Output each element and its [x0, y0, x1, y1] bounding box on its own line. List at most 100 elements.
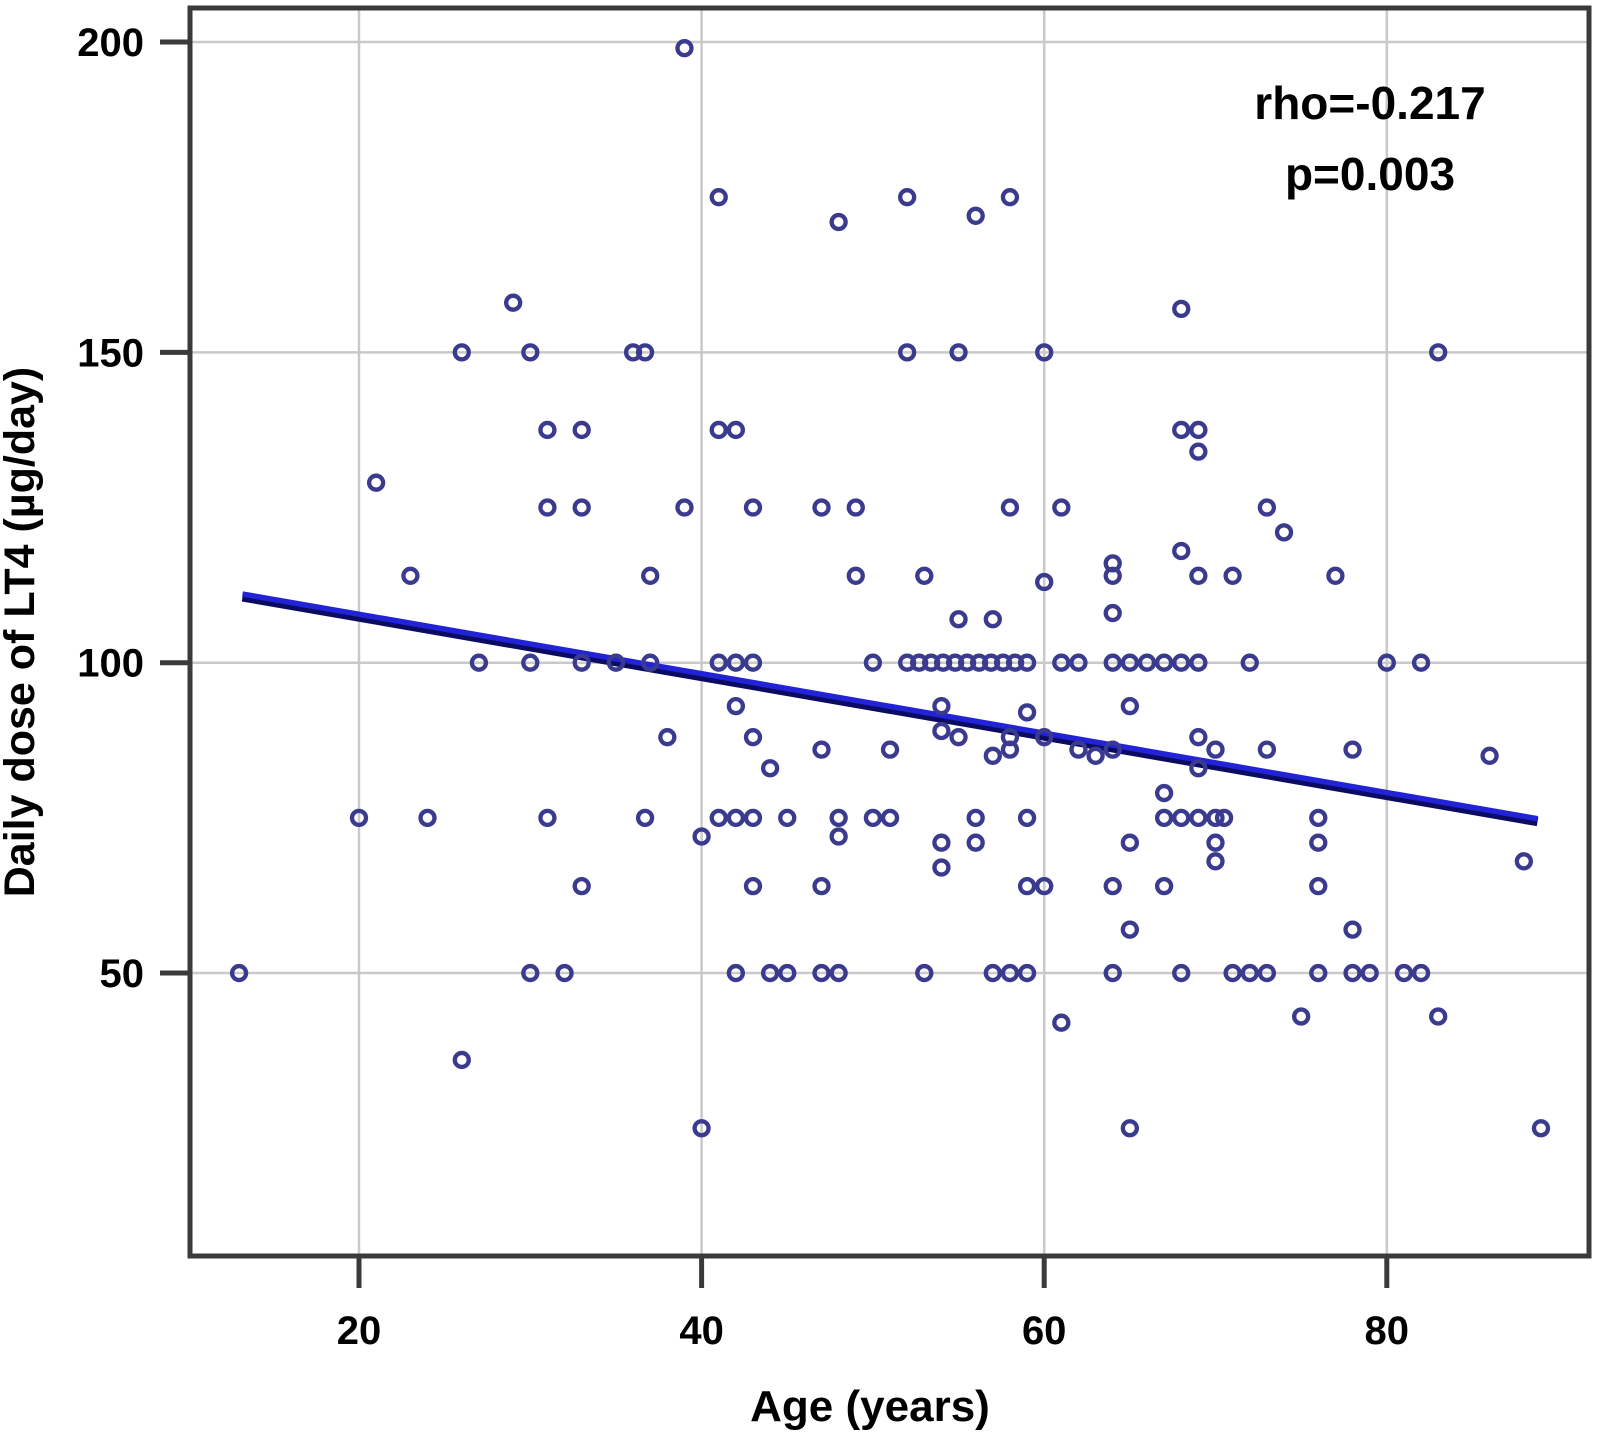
correlation-annotation: rho=-0.217 p=0.003 — [1120, 68, 1599, 211]
data-point — [966, 206, 985, 225]
data-point — [1120, 696, 1139, 716]
data-point — [1137, 653, 1157, 672]
data-point — [1052, 1013, 1071, 1032]
data-point — [983, 610, 1002, 629]
data-point — [1189, 653, 1208, 672]
data-point — [1189, 759, 1208, 778]
data-point — [898, 343, 917, 362]
x-tick-label: 60 — [1022, 1309, 1067, 1353]
data-point — [949, 610, 968, 629]
x-axis-title: Age (years) — [750, 1382, 990, 1431]
data-point — [1309, 877, 1328, 896]
data-point — [1189, 566, 1208, 585]
data-point — [606, 653, 626, 672]
data-point — [949, 728, 968, 747]
data-point — [538, 808, 557, 828]
data-point — [880, 808, 900, 828]
data-point — [366, 473, 386, 492]
data-point — [1086, 746, 1105, 765]
data-point — [726, 696, 746, 716]
data-point — [538, 498, 557, 517]
data-point — [1103, 963, 1122, 983]
data-point — [1343, 963, 1362, 983]
data-point — [1206, 852, 1225, 871]
data-point — [812, 498, 831, 517]
data-point — [538, 420, 557, 440]
data-point — [1377, 653, 1396, 672]
data-point — [1069, 653, 1088, 672]
data-point — [1292, 1007, 1311, 1026]
data-point — [1172, 299, 1191, 319]
data-point — [675, 39, 694, 58]
data-point — [726, 963, 746, 983]
data-point — [1000, 188, 1020, 207]
data-point — [1214, 808, 1234, 828]
data-point — [726, 420, 746, 440]
data-point — [1103, 877, 1122, 896]
data-point — [1429, 343, 1448, 362]
data-point — [658, 728, 677, 747]
data-point — [1172, 541, 1191, 561]
data-point — [1240, 963, 1259, 983]
data-point — [1189, 442, 1208, 461]
data-point — [572, 420, 591, 440]
data-point — [1154, 877, 1174, 896]
data-point — [778, 808, 797, 828]
data-point — [1223, 566, 1242, 585]
y-axis-title: Daily dose of LT4 (µg/day) — [0, 366, 44, 898]
data-point — [932, 721, 951, 741]
regression-line-shadow — [241, 592, 1539, 827]
data-point — [743, 653, 763, 672]
data-point — [1411, 653, 1431, 672]
data-point — [1172, 420, 1191, 440]
data-point — [1120, 920, 1139, 939]
x-tick-label: 80 — [1365, 1309, 1410, 1353]
data-point — [966, 808, 985, 828]
data-point — [572, 653, 591, 672]
data-point — [1017, 877, 1037, 896]
data-point — [1343, 920, 1362, 939]
data-point — [1120, 833, 1139, 852]
data-point — [641, 566, 660, 585]
data-point — [1326, 566, 1345, 585]
data-point — [1189, 728, 1208, 747]
data-point — [829, 808, 848, 828]
data-point — [1257, 740, 1277, 759]
data-point — [1000, 498, 1020, 517]
data-point — [1172, 808, 1191, 828]
data-point — [521, 343, 540, 362]
p-value: p=0.003 — [1284, 148, 1456, 201]
data-point — [675, 498, 694, 517]
data-point — [1172, 963, 1191, 983]
data-point — [932, 696, 951, 716]
y-tick-label: 150 — [77, 331, 144, 375]
data-point — [1120, 653, 1139, 672]
data-point — [1103, 566, 1122, 585]
data-point — [966, 833, 985, 852]
data-point — [349, 808, 369, 828]
data-point — [880, 740, 900, 759]
data-point — [1411, 963, 1431, 983]
data-point — [1274, 523, 1294, 542]
data-point — [692, 1119, 711, 1138]
data-point — [1103, 653, 1122, 672]
data-point — [1189, 420, 1208, 440]
data-point — [846, 566, 865, 585]
data-point — [743, 728, 763, 747]
data-point — [572, 877, 591, 896]
data-point — [1017, 963, 1037, 983]
data-point — [915, 566, 934, 585]
data-point — [469, 653, 489, 672]
data-point — [1017, 653, 1037, 672]
data-point — [932, 858, 951, 877]
data-point — [1514, 852, 1533, 871]
data-point — [949, 343, 968, 362]
data-point — [1103, 603, 1122, 623]
data-point — [1257, 498, 1277, 517]
data-point — [1035, 728, 1054, 747]
data-point — [1017, 703, 1037, 722]
data-point — [1394, 963, 1414, 983]
data-point — [932, 833, 951, 852]
data-point — [983, 746, 1002, 765]
